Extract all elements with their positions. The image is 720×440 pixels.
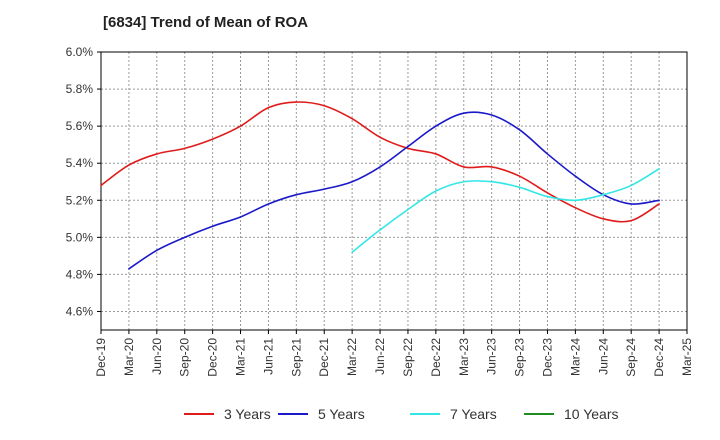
plot-area-frame xyxy=(100,51,688,331)
x-tick-label: Mar-22 xyxy=(345,338,359,376)
legend-label-3-years: 3 Years xyxy=(224,406,271,422)
x-tick-label: Dec-21 xyxy=(317,338,331,377)
series-line-7-years xyxy=(351,167,660,253)
y-tick-label: 5.4% xyxy=(66,156,94,170)
chart-title: [6834] Trend of Mean of ROA xyxy=(103,14,309,31)
series-lines xyxy=(100,101,660,270)
x-tick-label: Jun-22 xyxy=(373,338,387,375)
grid-lines xyxy=(101,52,687,330)
x-tick-label: Mar-25 xyxy=(680,338,694,376)
x-tick-label: Jun-24 xyxy=(596,338,610,375)
x-tick-label: Sep-22 xyxy=(401,338,415,377)
x-tick-label: Dec-24 xyxy=(652,338,666,377)
x-tick-label: Jun-21 xyxy=(261,338,275,375)
x-tick-label: Mar-24 xyxy=(568,338,582,376)
x-tick-label: Sep-23 xyxy=(513,338,527,377)
x-tick-label: Jun-23 xyxy=(485,338,499,375)
legend-label-5-years: 5 Years xyxy=(318,406,365,422)
y-tick-label: 4.8% xyxy=(66,267,94,281)
y-tick-label: 5.6% xyxy=(66,119,94,133)
x-tick-label: Dec-20 xyxy=(206,338,220,377)
x-tick-label: Dec-22 xyxy=(429,338,443,377)
x-tick-label: Mar-23 xyxy=(457,338,471,376)
y-tick-label: 5.8% xyxy=(66,82,94,96)
x-tick-label: Jun-20 xyxy=(150,338,164,375)
y-axis-tick-labels: 4.6% 4.8% 5.0% 5.2% 5.4% 5.6% 5.8% 6.0% xyxy=(66,45,101,318)
x-tick-label: Dec-19 xyxy=(94,338,108,377)
x-tick-label: Sep-20 xyxy=(178,338,192,377)
x-axis-tick-labels: Dec-19 Mar-20 Jun-20 Sep-20 Dec-20 Mar-21 Jun-… xyxy=(94,330,694,377)
x-tick-label: Sep-21 xyxy=(289,338,303,377)
series-line-5-years xyxy=(128,111,660,270)
legend: 3 Years 5 Years 7 Years 10 Years xyxy=(184,406,619,422)
legend-label-10-years: 10 Years xyxy=(564,406,619,422)
x-tick-label: Mar-21 xyxy=(234,338,248,376)
x-tick-label: Sep-24 xyxy=(624,338,638,377)
y-tick-label: 5.0% xyxy=(66,230,94,244)
y-tick-label: 6.0% xyxy=(66,45,94,59)
x-tick-label: Mar-20 xyxy=(122,338,136,376)
y-tick-label: 4.6% xyxy=(66,304,94,318)
y-tick-label: 5.2% xyxy=(66,193,94,207)
legend-label-7-years: 7 Years xyxy=(450,406,497,422)
series-line-3-years xyxy=(100,101,660,223)
x-tick-label: Dec-23 xyxy=(540,338,554,377)
